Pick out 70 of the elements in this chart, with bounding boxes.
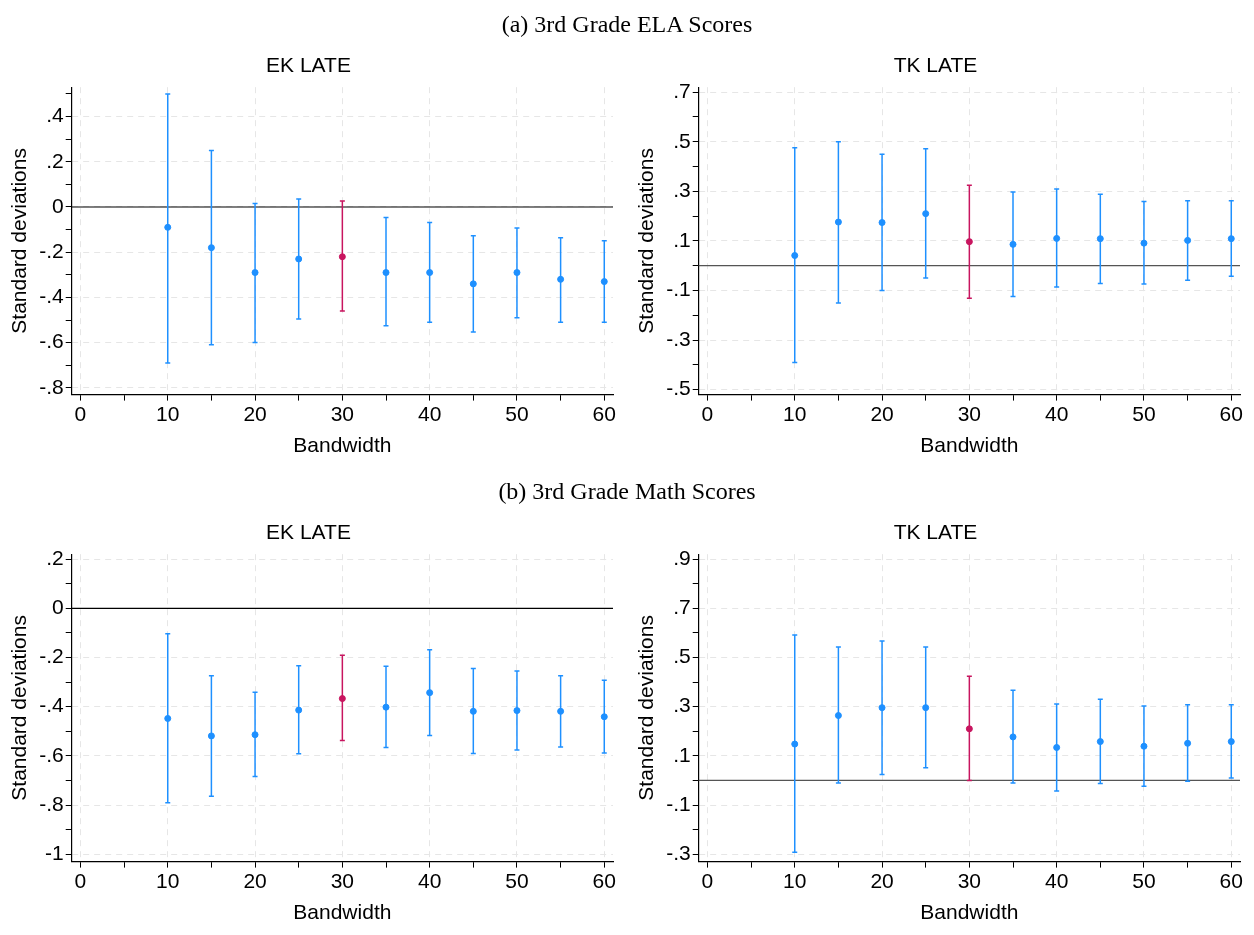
y-tick-label: -.3 (666, 841, 691, 865)
x-tick-label: 40 (1044, 869, 1069, 892)
x-tick-label: 40 (1044, 402, 1069, 425)
y-tick-label: .4 (46, 103, 65, 127)
x-tick-label: 20 (870, 402, 894, 425)
y-tick-label: .7 (673, 78, 691, 102)
x-tick-label: 60 (592, 402, 616, 425)
y-tick-label: -.4 (39, 693, 65, 717)
x-tick-label: 50 (505, 402, 529, 425)
x-tick-label: 30 (330, 869, 355, 892)
chart-title: EK LATE (266, 53, 351, 77)
x-tick-label: 50 (1132, 869, 1156, 892)
y-tick-label: .1 (673, 227, 691, 251)
y-tick-label: .2 (46, 148, 64, 172)
y-tick-label: .5 (673, 644, 691, 668)
x-tick-label: 0 (701, 402, 714, 425)
y-tick-label: -.1 (666, 277, 691, 301)
x-tick-label: 0 (74, 869, 87, 892)
text: (a) 3rd Grade ELA Scores (500, 9, 754, 39)
x-tick-label: 10 (783, 869, 807, 892)
y-tick-label: 0 (52, 595, 64, 619)
x-axis-title: Bandwidth (920, 900, 1019, 924)
y-axis-title: Standard deviations (7, 615, 31, 801)
x-tick-label: 0 (701, 869, 714, 892)
y-tick-label: -.8 (39, 791, 64, 815)
y-tick-label: .5 (673, 128, 691, 152)
x-tick-label: 50 (1132, 402, 1156, 425)
x-tick-label: 0 (74, 402, 87, 425)
x-tick-label: 10 (156, 869, 180, 892)
y-tick-label: .3 (673, 693, 691, 717)
y-tick-label: -.3 (666, 326, 691, 350)
y-tick-label: -.2 (39, 239, 64, 262)
x-axis-title: Bandwidth (920, 433, 1019, 457)
text: (b) 3rd Grade Math Scores (497, 476, 757, 506)
x-axis-title: Bandwidth (293, 900, 392, 924)
x-tick-label: 30 (957, 869, 982, 892)
x-tick-label: 40 (417, 869, 442, 892)
chart-title: TK LATE (893, 520, 978, 544)
y-axis-title: Standard deviations (634, 148, 658, 334)
y-tick-label: -.6 (39, 329, 64, 353)
chart-title: EK LATE (266, 520, 351, 544)
x-tick-label: 40 (417, 402, 442, 425)
y-tick-label: -.5 (666, 376, 691, 400)
y-tick-label: .3 (673, 178, 691, 202)
y-tick-label: .7 (673, 595, 691, 619)
x-tick-label: 20 (243, 869, 267, 892)
x-tick-label: 30 (957, 402, 982, 425)
y-tick-label: -.1 (666, 791, 691, 815)
y-tick-label: -.4 (39, 284, 65, 308)
x-tick-label: 60 (592, 869, 616, 892)
y-tick-label: -.2 (39, 644, 64, 668)
x-tick-label: 30 (330, 402, 355, 425)
x-tick-label: 20 (243, 402, 267, 425)
y-tick-label: .9 (673, 545, 691, 569)
y-tick-label: -.8 (39, 374, 64, 398)
y-axis-title: Standard deviations (7, 148, 31, 334)
y-tick-label: -.6 (39, 742, 64, 766)
x-tick-label: 20 (870, 869, 894, 892)
x-tick-label: 60 (1219, 869, 1243, 892)
chart-title: TK LATE (893, 53, 978, 77)
y-tick-label: .2 (46, 545, 64, 569)
y-tick-label: -1 (45, 841, 64, 865)
x-tick-label: 10 (783, 402, 807, 425)
x-axis-title: Bandwidth (293, 433, 392, 457)
y-tick-label: 0 (52, 193, 64, 217)
y-tick-label: .1 (673, 742, 691, 766)
x-tick-label: 10 (156, 402, 180, 425)
y-axis-title: Standard deviations (634, 615, 658, 801)
x-tick-label: 50 (505, 869, 529, 892)
x-tick-label: 60 (1219, 402, 1243, 425)
